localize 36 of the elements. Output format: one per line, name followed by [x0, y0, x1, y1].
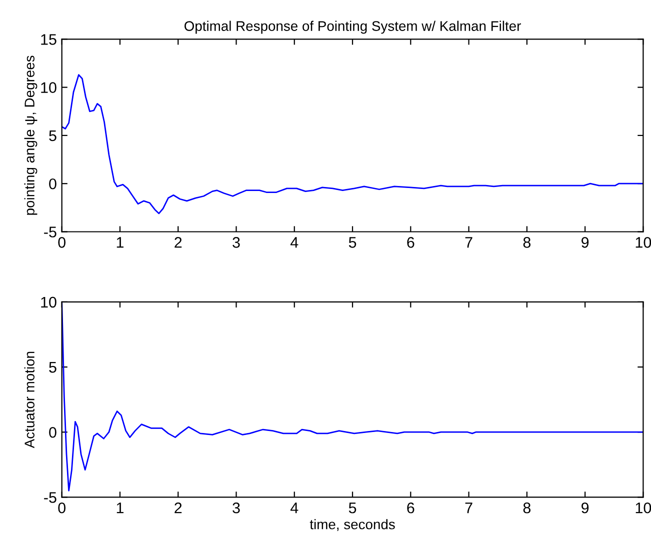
x-tick-label: 6: [407, 502, 414, 514]
x-tick-label: 6: [407, 237, 414, 248]
y-tick-label: 0: [49, 178, 56, 190]
line-series: [62, 74, 644, 214]
y-tick-label: 0: [49, 426, 56, 438]
x-tick-label: 3: [232, 237, 240, 248]
x-tick-label: 5: [348, 502, 356, 514]
x-tick-label: 7: [465, 502, 472, 514]
x-tick-label: 4: [290, 237, 298, 248]
x-tick-label: 3: [232, 502, 240, 514]
x-tick-label: 9: [582, 502, 589, 514]
y-tick-label: -5: [44, 226, 56, 238]
y-tick-label: 5: [49, 362, 56, 373]
x-tick-label: 2: [174, 502, 182, 514]
x-tick-label: 10: [636, 502, 651, 514]
y-axis-title: pointing angle ψ, Degrees: [24, 56, 38, 215]
x-tick-label: 2: [174, 237, 182, 248]
y-tick-label: 5: [49, 130, 56, 142]
y-axis-title: Actuator motion: [24, 352, 34, 448]
x-tick-label: 8: [523, 502, 531, 514]
y-tick-label: 10: [41, 82, 56, 93]
chart-title: Optimal Response of Pointing System w/ Kalman Filter: [184, 20, 521, 34]
x-tick-label: 8: [523, 237, 531, 248]
x-tick-label: 9: [582, 237, 589, 248]
x-tick-label: 1: [116, 237, 124, 248]
x-axis-title: time, seconds: [310, 519, 395, 531]
y-tick-label: -5: [44, 492, 56, 503]
y-tick-label: 10: [41, 296, 56, 308]
y-tick-label: 15: [41, 34, 56, 45]
x-tick-label: 5: [348, 237, 356, 248]
x-tick-label: 0: [58, 502, 66, 514]
x-tick-label: 1: [116, 502, 124, 514]
x-tick-label: 7: [465, 237, 472, 248]
x-tick-label: 0: [58, 237, 66, 248]
x-tick-label: 4: [290, 502, 298, 514]
x-tick-label: 10: [636, 237, 651, 248]
